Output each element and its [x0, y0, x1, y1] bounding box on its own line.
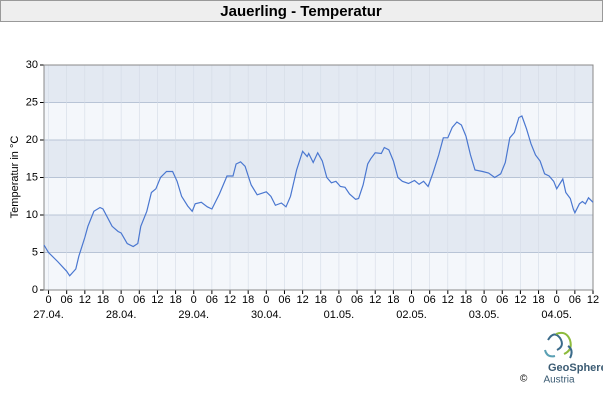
x-date-label: 03.05.: [469, 309, 500, 321]
x-tick-label: 06: [569, 294, 581, 306]
x-tick-label: 12: [79, 294, 91, 306]
y-tick-label: 15: [26, 171, 38, 183]
chart-title: Jauerling - Temperatur: [220, 3, 382, 20]
x-tick-label: 06: [351, 294, 363, 306]
grid-band: [44, 177, 593, 215]
x-tick-label: 0: [118, 294, 124, 306]
x-tick-label: 18: [315, 294, 327, 306]
y-axis-label: Temperatur in °C: [9, 136, 21, 219]
x-date-label: 30.04.: [251, 309, 282, 321]
y-tick-label: 0: [32, 284, 38, 296]
x-tick-label: 06: [496, 294, 508, 306]
y-tick-label: 10: [26, 209, 38, 221]
x-tick-label: 0: [263, 294, 269, 306]
x-date-label: 01.05.: [324, 309, 355, 321]
grid-band: [44, 140, 593, 178]
x-date-label: 02.05.: [396, 309, 427, 321]
y-tick-label: 30: [26, 59, 38, 71]
y-tick-label: 20: [26, 134, 38, 146]
grid-band: [44, 102, 593, 140]
x-date-label: 27.04.: [33, 309, 64, 321]
x-tick-label: 18: [460, 294, 472, 306]
x-tick-label: 06: [278, 294, 290, 306]
copyright: ©: [520, 374, 528, 385]
x-tick-label: 06: [206, 294, 218, 306]
plot-frame: [43, 64, 594, 291]
x-tick-label: 18: [242, 294, 254, 306]
x-tick-label: 0: [45, 294, 51, 306]
x-tick-label: 12: [514, 294, 526, 306]
y-tick-label: 5: [32, 246, 38, 258]
x-tick-label: 06: [424, 294, 436, 306]
grid-band: [44, 65, 593, 103]
x-tick-label: 0: [408, 294, 414, 306]
grid-band: [44, 215, 593, 253]
x-tick-label: 12: [151, 294, 163, 306]
temperature-line: [43, 115, 594, 277]
x-tick-label: 06: [133, 294, 145, 306]
logo-icon: [544, 331, 573, 359]
grid-band: [44, 252, 593, 290]
x-tick-label: 12: [587, 294, 599, 306]
x-tick-label: 0: [336, 294, 342, 306]
x-tick-label: 18: [169, 294, 181, 306]
x-tick-label: 12: [369, 294, 381, 306]
x-tick-label: 0: [191, 294, 197, 306]
x-tick-label: 12: [296, 294, 308, 306]
x-date-label: 29.04.: [178, 309, 209, 321]
x-tick-label: 18: [387, 294, 399, 306]
x-tick-label: 0: [554, 294, 560, 306]
x-tick-label: 18: [97, 294, 109, 306]
logo-sub: Austria: [543, 375, 575, 386]
x-tick-label: 0: [481, 294, 487, 306]
y-tick-label: 25: [26, 96, 38, 108]
x-tick-label: 12: [224, 294, 236, 306]
x-date-label: 28.04.: [106, 309, 137, 321]
x-tick-label: 12: [442, 294, 454, 306]
x-tick-label: 18: [532, 294, 544, 306]
x-tick-label: 06: [61, 294, 73, 306]
x-date-label: 04.05.: [541, 309, 572, 321]
logo-name: GeoSphere: [548, 362, 603, 374]
